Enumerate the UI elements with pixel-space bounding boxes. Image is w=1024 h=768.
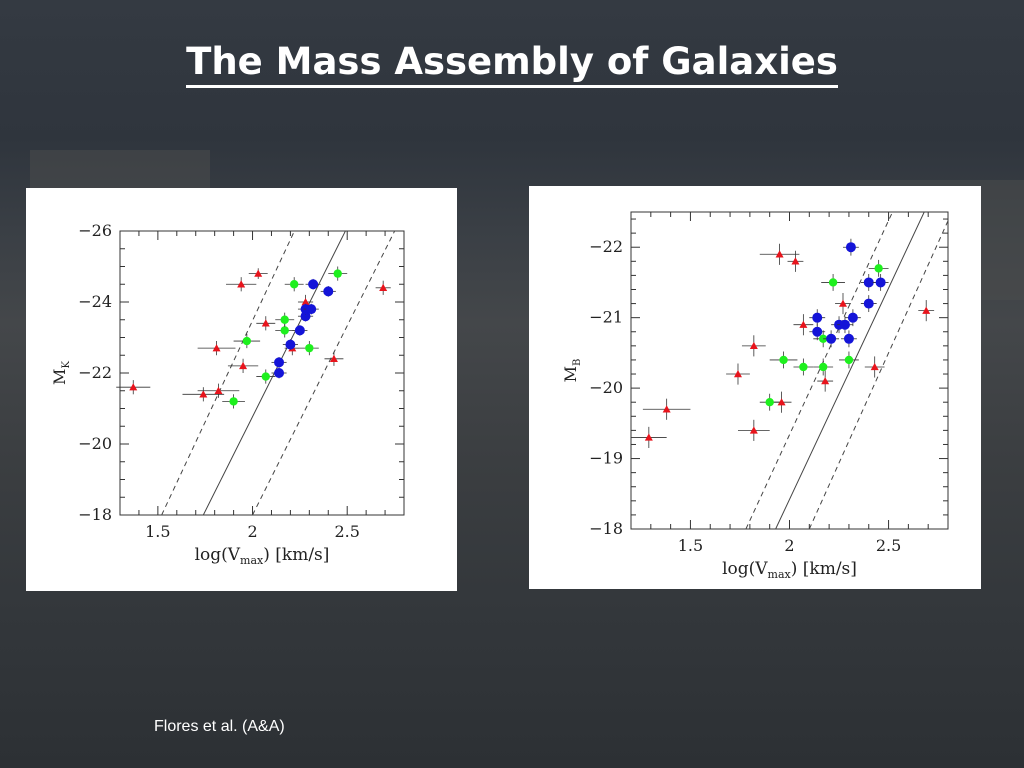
x-axis-label: log(Vmax) [km/s] bbox=[722, 559, 857, 581]
x-tick-label: 1.5 bbox=[145, 522, 170, 541]
data-point-circle bbox=[261, 372, 270, 381]
data-point-circle bbox=[843, 333, 854, 344]
data-point-triangle bbox=[922, 306, 931, 314]
data-point-triangle bbox=[870, 362, 879, 371]
dashed-relation-line bbox=[161, 231, 295, 515]
chart-panel-mk: 1.5 2 2.5 −26 −24 −22 −20 −18 log(Vmax) [km/s] MK bbox=[26, 188, 457, 591]
data-point-circle bbox=[285, 339, 296, 350]
data-point-triangle bbox=[239, 361, 248, 370]
data-point-triangle bbox=[199, 390, 208, 398]
data-point-circle bbox=[242, 336, 252, 346]
data-point-triangle bbox=[749, 426, 758, 434]
x-tick-label: 2.5 bbox=[334, 522, 359, 541]
solid-relation-line bbox=[775, 212, 925, 529]
y-tick-label: −24 bbox=[78, 292, 112, 311]
data-point-triangle bbox=[662, 405, 671, 413]
data-point-circle bbox=[323, 286, 334, 297]
chart-panel-mb: 1.5 2 2.5 −22 −21 −20 −19 −18 log(Vmax) [km/s] MB bbox=[529, 186, 981, 589]
citation-text: Flores et al. (A&A) bbox=[154, 718, 285, 735]
data-point-circle bbox=[229, 397, 238, 406]
data-point-triangle bbox=[214, 386, 223, 394]
y-tick-label: −18 bbox=[589, 519, 623, 538]
x-axis-label: log(Vmax) [km/s] bbox=[195, 545, 330, 567]
plot-frame bbox=[630, 211, 949, 530]
data-point-triangle bbox=[329, 354, 338, 362]
x-tick-label: 2.5 bbox=[876, 536, 901, 555]
data-point-circle bbox=[799, 362, 808, 372]
data-point-triangle bbox=[775, 250, 784, 258]
data-point-circle bbox=[289, 280, 299, 289]
y-tick-label: −22 bbox=[589, 237, 623, 256]
data-point-triangle bbox=[791, 257, 800, 265]
data-point-triangle bbox=[379, 283, 388, 291]
data-point-circle bbox=[844, 355, 854, 365]
data-point-circle bbox=[333, 269, 342, 278]
relation-lines bbox=[745, 212, 948, 529]
chart-mb-vs-vmax: 1.5 2 2.5 −22 −21 −20 −19 −18 log(Vmax) [km/s] MB bbox=[561, 211, 949, 581]
y-tick-label: −20 bbox=[589, 378, 623, 397]
y-tick-label: −19 bbox=[589, 449, 623, 468]
y-axis-label: MK bbox=[50, 361, 72, 385]
y-tick-label: −26 bbox=[78, 221, 112, 240]
data-point-triangle bbox=[301, 298, 310, 306]
x-tick-label: 1.5 bbox=[678, 536, 703, 555]
chart-mk-vs-vmax: 1.5 2 2.5 −26 −24 −22 −20 −18 log(Vmax) [km/s] MK bbox=[50, 221, 405, 567]
dashed-relation-line bbox=[745, 212, 893, 529]
y-axis-label: MB bbox=[561, 359, 583, 383]
data-point-circle bbox=[294, 325, 305, 336]
data-point-circle bbox=[280, 326, 289, 335]
data-point-circle bbox=[875, 277, 886, 288]
data-point-circle bbox=[818, 334, 828, 343]
y-tick-label: −22 bbox=[78, 363, 112, 382]
data-point-circle bbox=[839, 319, 850, 330]
x-tick-label: 2 bbox=[784, 536, 794, 555]
data-point-circle bbox=[765, 398, 774, 407]
data-point-triangle bbox=[261, 319, 270, 327]
data-point-circle bbox=[274, 368, 285, 378]
data-point-triangle bbox=[129, 383, 138, 391]
data-point-triangle bbox=[749, 341, 758, 350]
data-point-circle bbox=[280, 315, 289, 324]
data-point-circle bbox=[274, 357, 285, 368]
data-point-circle bbox=[863, 298, 874, 309]
data-point-triangle bbox=[212, 344, 221, 352]
data-point-triangle bbox=[644, 433, 653, 441]
data-point-triangle bbox=[799, 320, 808, 328]
y-tick-label: −21 bbox=[589, 308, 623, 327]
data-point-circle bbox=[305, 343, 314, 353]
data-point-circle bbox=[845, 242, 856, 253]
data-point-circle bbox=[308, 279, 319, 290]
data-point-circle bbox=[826, 333, 837, 344]
data-point-circle bbox=[847, 312, 858, 323]
y-tick-label: −18 bbox=[78, 505, 112, 524]
data-point-circle bbox=[828, 278, 838, 287]
data-point-triangle bbox=[237, 280, 246, 288]
data-point-circle bbox=[874, 264, 883, 273]
x-tick-label: 2 bbox=[247, 522, 257, 541]
data-point-circle bbox=[300, 311, 311, 322]
dashed-relation-line bbox=[808, 219, 948, 529]
slide-title-text: The Mass Assembly of Galaxies bbox=[186, 40, 838, 88]
data-point-triangle bbox=[777, 398, 786, 406]
data-point-circle bbox=[812, 312, 823, 323]
data-point-circle bbox=[818, 362, 828, 372]
data-point-triangle bbox=[838, 299, 847, 307]
data-point-circle bbox=[863, 277, 874, 288]
data-point-circle bbox=[306, 304, 317, 315]
data-point-triangle bbox=[254, 269, 263, 277]
data-point-circle bbox=[779, 355, 788, 365]
slide-title: The Mass Assembly of Galaxies bbox=[0, 40, 1024, 88]
y-tick-label: −20 bbox=[78, 434, 112, 453]
data-point-triangle bbox=[821, 377, 830, 385]
data-point-circle bbox=[812, 326, 823, 337]
dashed-relation-line bbox=[252, 231, 396, 515]
data-point-triangle bbox=[733, 370, 742, 378]
